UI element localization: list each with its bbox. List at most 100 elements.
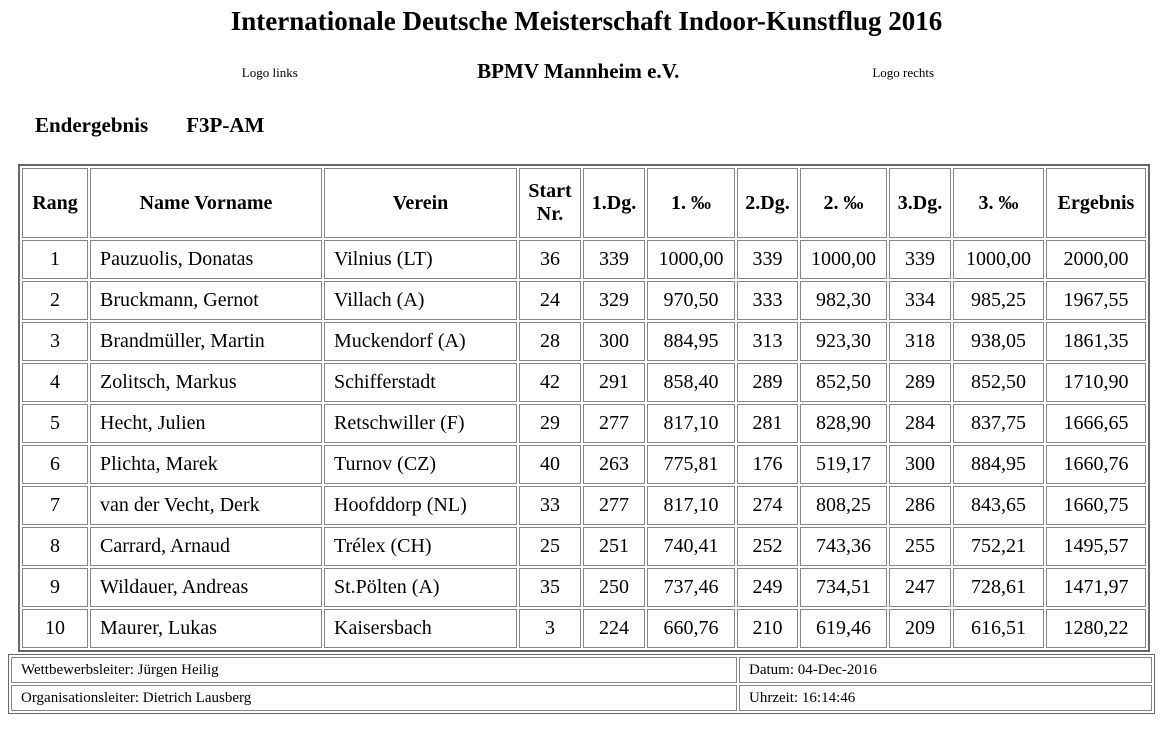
cell-promille3: 752,21: [953, 527, 1044, 566]
cell-promille1: 660,76: [647, 609, 735, 648]
footer-row: Organisationsleiter: Dietrich Lausberg U…: [11, 685, 1152, 711]
cell-name: Carrard, Arnaud: [90, 527, 322, 566]
cell-promille1: 884,95: [647, 322, 735, 361]
cell-verein: Muckendorf (A): [324, 322, 517, 361]
cell-startnr: 35: [519, 568, 581, 607]
results-table-header-row: Rang Name Vorname Verein Start Nr. 1.Dg. 1. ‰…: [22, 168, 1146, 238]
cell-name: Brandmüller, Martin: [90, 322, 322, 361]
page-title: Internationale Deutsche Meisterschaft In…: [230, 6, 943, 36]
cell-dg2: 289: [737, 363, 798, 402]
cell-promille1: 970,50: [647, 281, 735, 320]
cell-ergebnis: 1710,90: [1046, 363, 1146, 402]
cell-promille3: 884,95: [953, 445, 1044, 484]
column-header-verein: Verein: [324, 168, 517, 238]
cell-dg3: 339: [889, 240, 951, 279]
result-type-label: Endergebnis: [35, 113, 149, 137]
cell-promille2: 828,90: [800, 404, 887, 443]
table-row: 6 Plichta, Marek Turnov (CZ) 40 263 775,81 176…: [22, 445, 1146, 484]
cell-promille1: 740,41: [647, 527, 735, 566]
cell-rang: 9: [22, 568, 88, 607]
cell-dg3: 318: [889, 322, 951, 361]
cell-verein: St.Pölten (A): [324, 568, 517, 607]
cell-ergebnis: 1280,22: [1046, 609, 1146, 648]
cell-promille2: 619,46: [800, 609, 887, 648]
cell-verein: Kaisersbach: [324, 609, 517, 648]
cell-startnr: 3: [519, 609, 581, 648]
cell-startnr: 42: [519, 363, 581, 402]
cell-name: Hecht, Julien: [90, 404, 322, 443]
cell-verein: Retschwiller (F): [324, 404, 517, 443]
cell-promille3: 1000,00: [953, 240, 1044, 279]
cell-rang: 5: [22, 404, 88, 443]
cell-name: Wildauer, Andreas: [90, 568, 322, 607]
cell-ergebnis: 1660,76: [1046, 445, 1146, 484]
cell-dg3: 286: [889, 486, 951, 525]
cell-dg3: 284: [889, 404, 951, 443]
cell-promille1: 817,10: [647, 404, 735, 443]
column-header-startnr: Start Nr.: [519, 168, 581, 238]
cell-promille3: 837,75: [953, 404, 1044, 443]
cell-promille2: 734,51: [800, 568, 887, 607]
time-cell: Uhrzeit: 16:14:46: [739, 685, 1152, 711]
cell-ergebnis: 1660,75: [1046, 486, 1146, 525]
results-table: Rang Name Vorname Verein Start Nr. 1.Dg. 1. ‰…: [18, 164, 1150, 652]
cell-verein: Hoofddorp (NL): [324, 486, 517, 525]
cell-promille3: 938,05: [953, 322, 1044, 361]
cell-ergebnis: 1861,35: [1046, 322, 1146, 361]
cell-dg1: 291: [583, 363, 645, 402]
cell-ergebnis: 2000,00: [1046, 240, 1146, 279]
cell-dg2: 333: [737, 281, 798, 320]
cell-promille2: 1000,00: [800, 240, 887, 279]
cell-ergebnis: 1967,55: [1046, 281, 1146, 320]
cell-dg2: 339: [737, 240, 798, 279]
cell-promille1: 858,40: [647, 363, 735, 402]
table-row: 1 Pauzuolis, Donatas Vilnius (LT) 36 339 1000…: [22, 240, 1146, 279]
cell-verein: Trélex (CH): [324, 527, 517, 566]
cell-startnr: 28: [519, 322, 581, 361]
cell-name: Maurer, Lukas: [90, 609, 322, 648]
cell-dg2: 252: [737, 527, 798, 566]
cell-dg1: 224: [583, 609, 645, 648]
cell-startnr: 24: [519, 281, 581, 320]
table-row: 8 Carrard, Arnaud Trélex (CH) 25 251 740,41 25…: [22, 527, 1146, 566]
cell-promille3: 728,61: [953, 568, 1044, 607]
results-table-body: 1 Pauzuolis, Donatas Vilnius (LT) 36 339 1000…: [22, 240, 1146, 648]
table-row: 5 Hecht, Julien Retschwiller (F) 29 277 817,1…: [22, 404, 1146, 443]
cell-dg2: 176: [737, 445, 798, 484]
cell-dg3: 255: [889, 527, 951, 566]
cell-dg3: 289: [889, 363, 951, 402]
cell-ergebnis: 1495,57: [1046, 527, 1146, 566]
cell-rang: 7: [22, 486, 88, 525]
cell-name: Plichta, Marek: [90, 445, 322, 484]
cell-promille3: 852,50: [953, 363, 1044, 402]
table-row: 2 Bruckmann, Gernot Villach (A) 24 329 970,50…: [22, 281, 1146, 320]
organisation-director-cell: Organisationsleiter: Dietrich Lausberg: [11, 685, 737, 711]
column-header-dg1: 1.Dg.: [583, 168, 645, 238]
table-row: 4 Zolitsch, Markus Schifferstadt 42 291 858,4…: [22, 363, 1146, 402]
column-header-ergebnis: Ergebnis: [1046, 168, 1146, 238]
cell-dg1: 277: [583, 404, 645, 443]
logo-left-placeholder: Logo links: [241, 65, 298, 80]
cell-rang: 8: [22, 527, 88, 566]
cell-dg1: 251: [583, 527, 645, 566]
cell-verein: Turnov (CZ): [324, 445, 517, 484]
cell-promille1: 737,46: [647, 568, 735, 607]
cell-startnr: 25: [519, 527, 581, 566]
table-row: 9 Wildauer, Andreas St.Pölten (A) 35 250 737,…: [22, 568, 1146, 607]
cell-ergebnis: 1471,97: [1046, 568, 1146, 607]
cell-startnr: 33: [519, 486, 581, 525]
date-cell: Datum: 04-Dec-2016: [739, 657, 1152, 683]
cell-promille2: 923,30: [800, 322, 887, 361]
cell-dg2: 274: [737, 486, 798, 525]
cell-rang: 1: [22, 240, 88, 279]
cell-promille2: 743,36: [800, 527, 887, 566]
cell-dg3: 247: [889, 568, 951, 607]
column-header-name: Name Vorname: [90, 168, 322, 238]
cell-dg1: 277: [583, 486, 645, 525]
cell-dg1: 300: [583, 322, 645, 361]
class-name-label: F3P-AM: [186, 113, 265, 137]
column-header-dg2: 2.Dg.: [737, 168, 798, 238]
competition-director-cell: Wettbewerbsleiter: Jürgen Heilig: [11, 657, 737, 683]
cell-promille1: 817,10: [647, 486, 735, 525]
cell-dg3: 300: [889, 445, 951, 484]
